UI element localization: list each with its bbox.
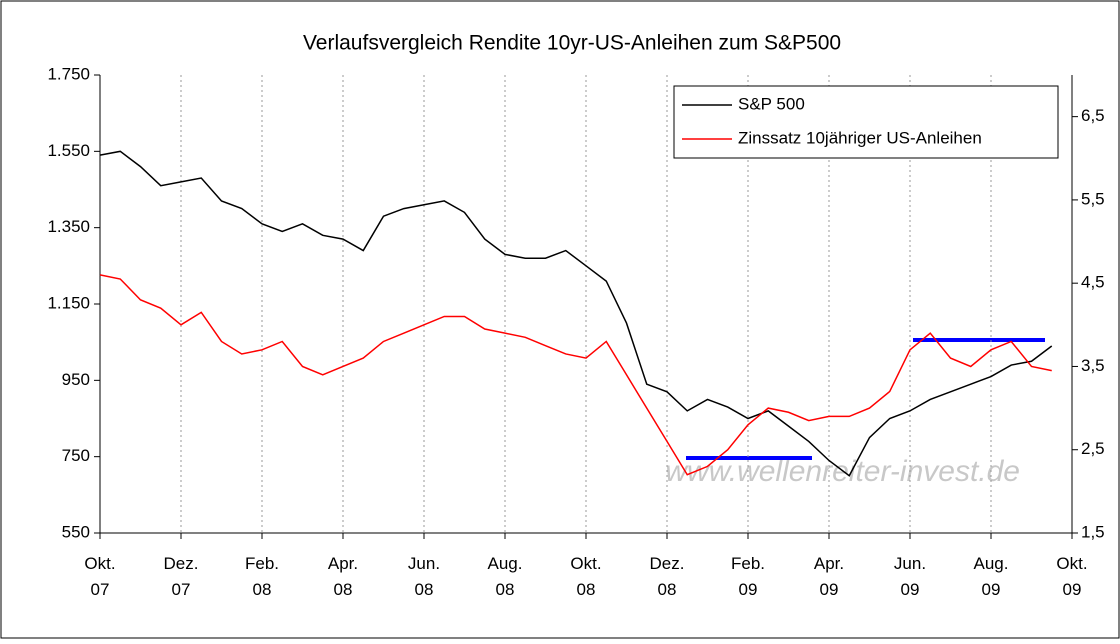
y2-tick-label: 4,5 — [1081, 273, 1105, 292]
x-tick-label: Dez. 07 — [164, 554, 199, 599]
legend-box — [673, 85, 1059, 159]
y2-tick-label: 5,5 — [1081, 189, 1105, 208]
y-tick-label: 1.350 — [47, 217, 90, 236]
series-line — [99, 150, 1053, 477]
x-tick-label: Feb. 09 — [731, 554, 765, 599]
x-tick-label: Jun. 08 — [408, 554, 440, 599]
x-tick-label: Aug. 09 — [974, 554, 1009, 599]
y-tick-label: 950 — [62, 370, 90, 389]
x-tick-label: Feb. 08 — [245, 554, 279, 599]
x-tick-label: Okt. 08 — [570, 554, 601, 599]
legend-label: Zinssatz 10jähriger US-Anleihen — [738, 128, 982, 147]
chart-title: Verlaufsvergleich Rendite 10yr-US-Anleih… — [303, 32, 841, 55]
y2-tick-label: 2,5 — [1081, 439, 1105, 458]
y2-tick-label: 1,5 — [1081, 522, 1105, 541]
y-tick-label: 550 — [62, 522, 90, 541]
x-tick-label: Aug. 08 — [488, 554, 523, 599]
y2-tick-label: 3,5 — [1081, 356, 1105, 375]
legend-label: S&P 500 — [738, 94, 805, 113]
x-tick-label: Jun. 09 — [894, 554, 926, 599]
y-tick-label: 1.150 — [47, 293, 90, 312]
x-tick-label: Apr. 08 — [328, 554, 358, 599]
series-line — [99, 274, 1052, 476]
x-tick-label: Okt. 07 — [84, 554, 115, 599]
y-tick-label: 1.750 — [47, 64, 90, 83]
y2-tick-label: 6,5 — [1081, 106, 1105, 125]
x-tick-label: Okt. 09 — [1056, 554, 1087, 599]
y-tick-label: 750 — [62, 446, 90, 465]
x-tick-label: Apr. 09 — [814, 554, 844, 599]
y-tick-label: 1.550 — [47, 141, 90, 160]
x-tick-label: Dez. 08 — [650, 554, 685, 599]
